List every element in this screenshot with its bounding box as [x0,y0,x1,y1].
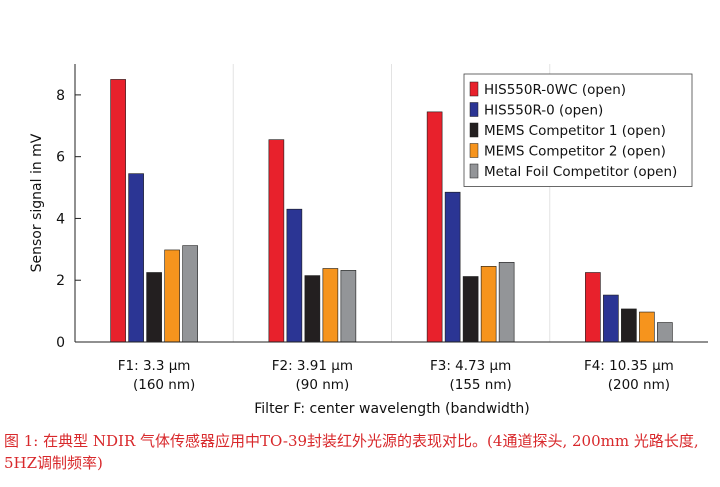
x-category-sublabel: (155 nm) [449,377,511,393]
bar [182,245,198,343]
x-category-label: F1: 3.3 µm [118,358,191,374]
legend-entry: Metal Foil Competitor (open) [484,164,677,180]
legend-box [463,73,693,187]
x-axis-title: Filter F: center wavelength (bandwidth) [254,401,530,417]
bar [657,322,673,343]
bar [164,249,180,343]
axes-layer [74,64,708,343]
bar [603,294,619,343]
legend-entry: HIS550R-0WC (open) [484,82,626,98]
bar-chart: 0 2 4 6 8 F1: 3.3 µm (160 nm) F2: 3.91 µm (90 n… [29,64,708,417]
y-tick-label: 2 [56,273,65,289]
legend: HIS550R-0WC (open) HIS550R-0 (open) MEMS C… [463,73,693,187]
legend-swatch [469,122,479,138]
y-tick-label: 4 [56,211,65,227]
x-category-label: F4: 10.35 µm [584,358,674,374]
bar [110,79,126,343]
bar [498,262,515,343]
x-category-sublabel: (160 nm) [133,377,195,393]
legend-swatch [469,81,479,97]
bar [322,268,339,343]
bar [639,311,655,343]
figure-caption: 图 1: 在典型 NDIR 气体传感器应用中TO-39封装红外光源的表现对比。(… [4,432,699,472]
legend-entry: MEMS Competitor 2 (open) [484,144,666,160]
bar [340,270,357,343]
legend-swatch [469,102,479,117]
bar [585,272,601,343]
y-ticks: 0 2 4 6 8 [56,88,81,351]
legend-swatch [469,143,479,158]
x-category-labels: F1: 3.3 µm (160 nm) F2: 3.91 µm (90 nm) F3: … [118,358,674,393]
x-category-label: F3: 4.73 µm [430,358,511,374]
bar [621,308,637,343]
x-category-sublabel: (200 nm) [608,377,670,393]
x-category-sublabel: (90 nm) [296,377,350,393]
bar [462,276,479,343]
bar [426,111,443,343]
bar [128,173,144,343]
bar [146,272,162,343]
x-category-label: F2: 3.91 µm [272,358,353,374]
legend-entry: HIS550R-0 (open) [484,103,603,119]
y-tick-label: 8 [56,88,65,104]
legend-entry: MEMS Competitor 1 (open) [484,123,666,139]
bar [480,266,497,343]
y-axis-title: Sensor signal in mV [29,133,45,272]
y-tick-label: 6 [56,150,65,166]
bar [444,191,461,343]
legend-swatch [469,163,479,179]
bars-layer [110,79,673,343]
bar [268,139,285,343]
bar [286,208,303,343]
bar [304,275,321,343]
y-tick-label: 0 [56,335,65,351]
